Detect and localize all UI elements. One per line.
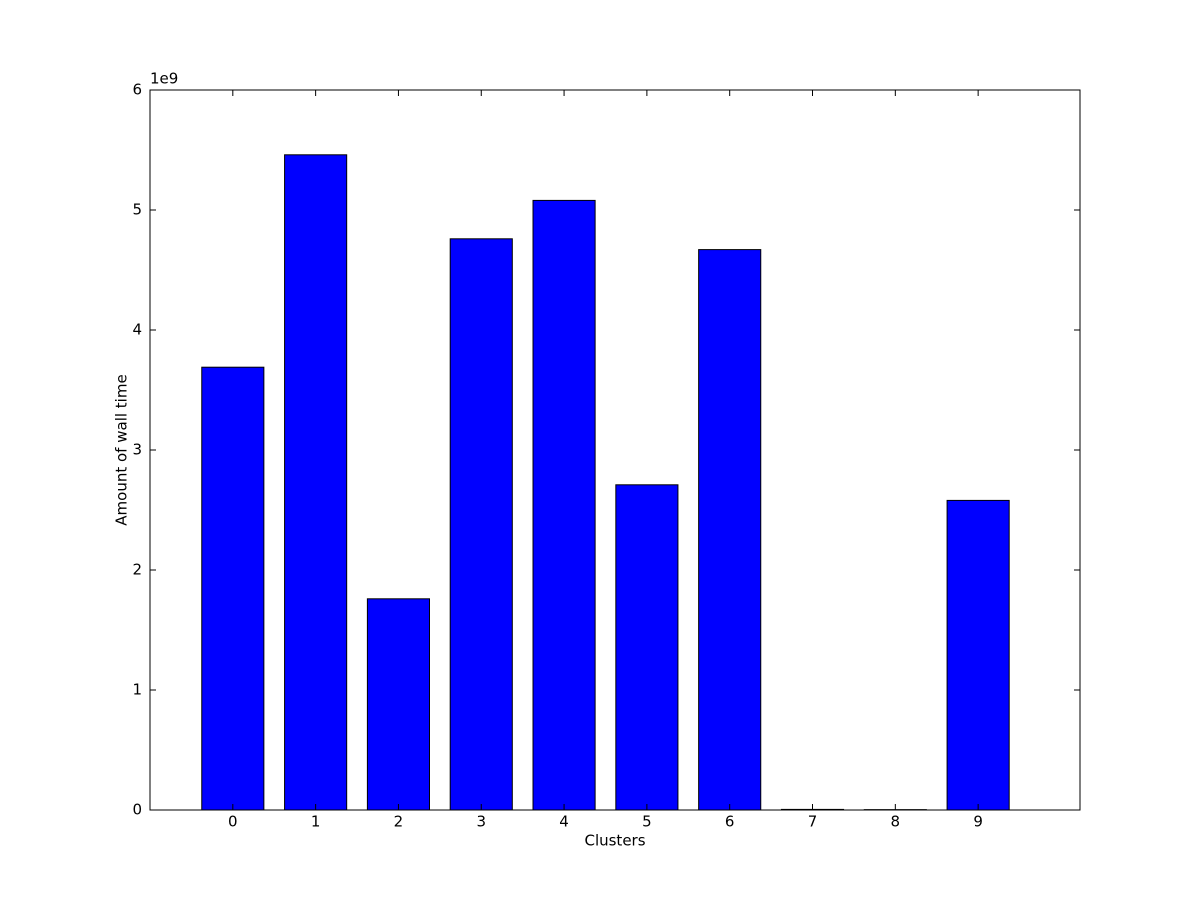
bar bbox=[946, 499, 1010, 811]
x-tick-label: 5 bbox=[642, 813, 652, 831]
y-tick-label: 5 bbox=[132, 201, 142, 219]
bar bbox=[449, 238, 513, 811]
x-tick-label: 8 bbox=[891, 813, 901, 831]
x-tick-label: 4 bbox=[559, 813, 569, 831]
bar bbox=[284, 154, 348, 811]
y-tick-label: 6 bbox=[132, 81, 142, 99]
bar bbox=[615, 484, 679, 811]
plot-frame bbox=[149, 89, 1081, 811]
x-tick-label: 0 bbox=[228, 813, 238, 831]
x-tick-label: 6 bbox=[725, 813, 735, 831]
y-tick-label: 3 bbox=[132, 441, 142, 459]
y-tick-label: 1 bbox=[132, 681, 142, 699]
bar bbox=[532, 199, 596, 811]
y-tick-label: 2 bbox=[132, 561, 142, 579]
y-tick-label: 4 bbox=[132, 321, 142, 339]
x-tick-label: 7 bbox=[808, 813, 818, 831]
x-tick-label: 2 bbox=[394, 813, 404, 831]
x-tick-label: 3 bbox=[476, 813, 486, 831]
bar bbox=[366, 598, 430, 811]
x-tick-label: 9 bbox=[973, 813, 983, 831]
x-axis-label: Clusters bbox=[584, 832, 645, 850]
y-offset-label: 1e9 bbox=[150, 70, 178, 88]
bar bbox=[698, 249, 762, 811]
x-tick-label: 1 bbox=[311, 813, 321, 831]
bar bbox=[201, 366, 265, 811]
y-axis-label: Amount of wall time bbox=[113, 374, 131, 525]
y-tick-label: 0 bbox=[132, 801, 142, 819]
